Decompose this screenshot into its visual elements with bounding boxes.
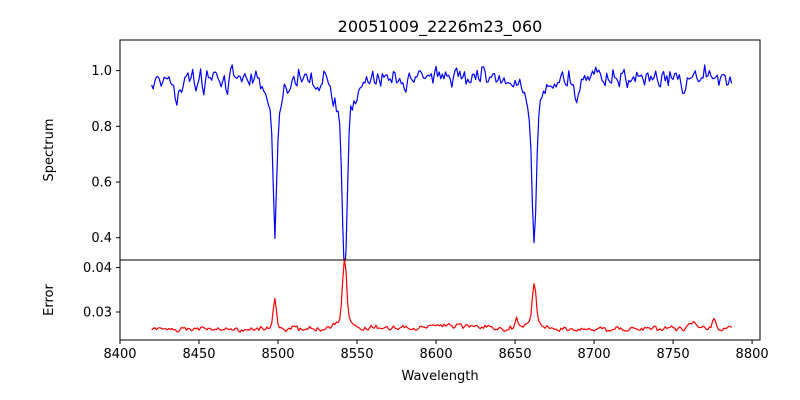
x-tick-label: 8700	[578, 347, 611, 362]
spectrum-series-line	[151, 64, 733, 277]
x-tick-label: 8550	[340, 347, 373, 362]
x-tick-label: 8650	[499, 347, 532, 362]
x-tick-label: 8800	[736, 347, 769, 362]
spectrum-y-axis-label: Spectrum	[42, 119, 57, 182]
spectrum-y-ticks: 0.4 0.6 0.8 1.0	[91, 64, 120, 246]
spectrum-y-tick-label: 0.6	[91, 176, 112, 191]
spectrum-y-tick-label: 0.8	[91, 120, 112, 135]
x-axis-ticks: 8400 8450 8500 8550 8600 8650 8700 8750 8800	[103, 340, 769, 362]
error-series-line	[151, 257, 732, 333]
x-tick-label: 8750	[657, 347, 690, 362]
error-panel: 0.03 0.04 Error	[42, 257, 761, 341]
error-y-tick-label: 0.04	[83, 261, 112, 276]
spectrum-y-tick-label: 1.0	[91, 64, 112, 79]
x-axis-label: Wavelength	[401, 369, 478, 384]
error-y-axis-label: Error	[42, 284, 57, 316]
chart-title: 20051009_2226m23_060	[338, 17, 543, 37]
error-y-ticks: 0.03 0.04	[83, 261, 120, 321]
error-plot-frame	[119, 259, 761, 341]
spectrum-panel: 0.4 0.6 0.8 1.0 Spectrum	[42, 39, 761, 277]
spectrum-y-tick-label: 0.4	[91, 231, 112, 246]
x-tick-label: 8600	[420, 347, 453, 362]
error-y-tick-label: 0.03	[83, 306, 112, 321]
x-tick-label: 8500	[261, 347, 294, 362]
x-tick-label: 8400	[103, 347, 136, 362]
x-tick-label: 8450	[182, 347, 215, 362]
